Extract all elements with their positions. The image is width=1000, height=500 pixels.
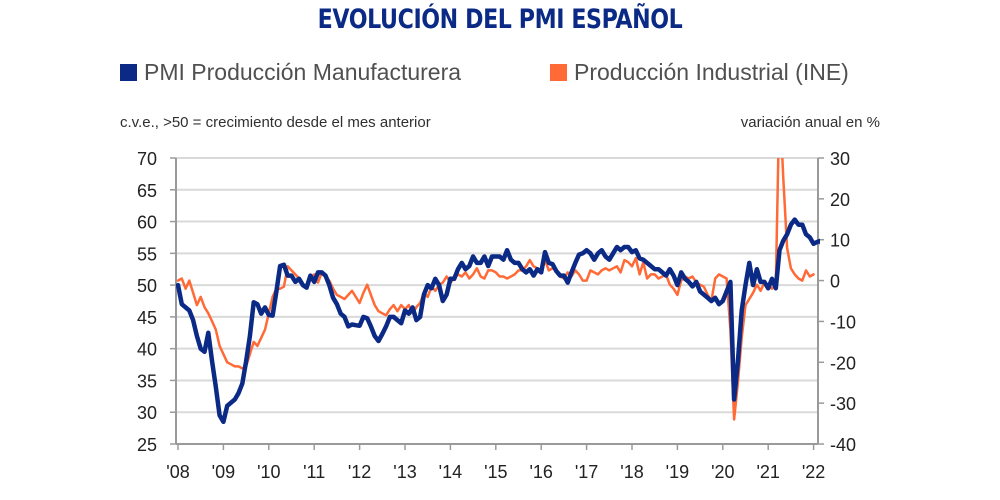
legend-label-ine: Producción Industrial (INE) <box>574 59 849 85</box>
series-lines <box>176 158 820 425</box>
x-tick-label: '11 <box>303 462 325 482</box>
legend-swatch-ine <box>550 64 567 81</box>
right-tick-label: 20 <box>830 190 850 210</box>
legend-item-pmi: PMI Producción Manufacturera <box>120 59 461 86</box>
left-axis-label: c.v.e., >50 = crecimiento desde el mes a… <box>120 114 431 131</box>
left-tick-label: 60 <box>137 213 157 233</box>
left-tick-label: 65 <box>137 181 157 201</box>
left-tick-label: 70 <box>137 149 157 169</box>
gridlines <box>176 157 818 414</box>
right-axis-label: variación anual en % <box>740 114 880 131</box>
left-tick-label: 45 <box>137 308 157 328</box>
series-line-pmi <box>176 217 820 425</box>
x-tick-label: '15 <box>484 462 507 482</box>
right-tick-label: -20 <box>830 353 856 373</box>
legend-item-ine: Producción Industrial (INE) <box>550 59 849 86</box>
x-tick-label: '18 <box>620 462 643 482</box>
x-tick-label: '22 <box>802 462 825 482</box>
chart-title: EVOLUCIÓN DEL PMI ESPAÑOL <box>317 4 683 35</box>
legend: PMI Producción Manufacturera Producción … <box>0 59 1000 89</box>
left-tick-label: 25 <box>137 435 157 455</box>
right-tick-label: 10 <box>830 231 850 251</box>
left-tick-label: 30 <box>137 403 157 423</box>
right-tick-label: -40 <box>830 435 856 455</box>
legend-swatch-pmi <box>120 64 137 81</box>
left-tick-label: 55 <box>137 244 157 264</box>
right-tick-label: 0 <box>830 272 840 292</box>
x-tick-label: '20 <box>711 462 734 482</box>
x-tick-label: '12 <box>348 462 371 482</box>
axes <box>170 157 824 450</box>
x-tick-label: '17 <box>575 462 598 482</box>
left-tick-label: 40 <box>137 340 157 360</box>
tick-labels: 706560555045403530253020100-10-20-30-40'… <box>137 149 856 482</box>
x-tick-label: '08 <box>166 462 189 482</box>
right-tick-label: -10 <box>830 312 856 332</box>
x-tick-label: '16 <box>529 462 552 482</box>
right-tick-label: -30 <box>830 394 856 414</box>
left-tick-label: 50 <box>137 276 157 296</box>
legend-label-pmi: PMI Producción Manufacturera <box>144 59 462 85</box>
x-tick-label: '14 <box>439 462 462 482</box>
x-tick-label: '10 <box>257 462 280 482</box>
x-tick-label: '09 <box>212 462 235 482</box>
right-tick-label: 30 <box>830 149 850 169</box>
left-tick-label: 35 <box>137 371 157 391</box>
x-tick-label: '13 <box>393 462 416 482</box>
x-tick-label: '19 <box>666 462 689 482</box>
x-tick-label: '21 <box>756 462 779 482</box>
